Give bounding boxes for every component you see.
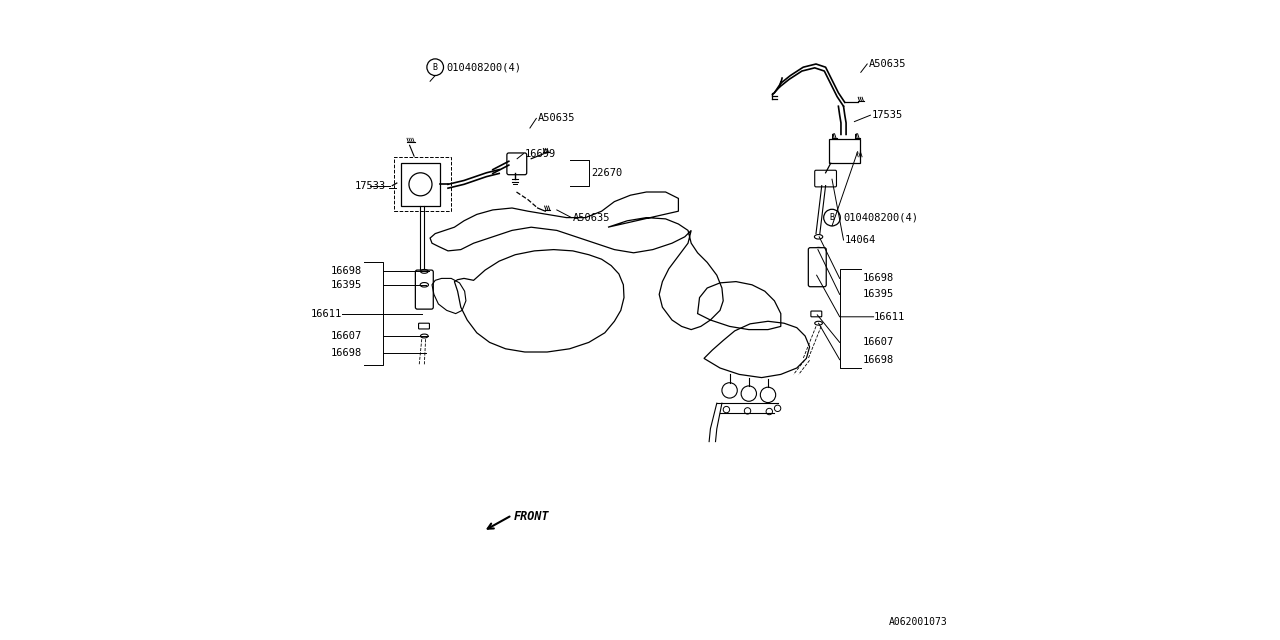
Text: A50635: A50635 [538, 113, 575, 124]
Text: 16607: 16607 [330, 331, 362, 341]
Text: B: B [829, 213, 835, 222]
Circle shape [765, 408, 773, 415]
Text: 16395: 16395 [863, 289, 893, 300]
Circle shape [723, 406, 730, 413]
FancyBboxPatch shape [415, 270, 433, 309]
Text: FRONT: FRONT [513, 510, 549, 523]
Text: 010408200(4): 010408200(4) [447, 62, 521, 72]
Text: 16611: 16611 [311, 308, 343, 319]
Text: 16698: 16698 [330, 348, 362, 358]
Text: 16698: 16698 [863, 355, 893, 365]
Text: 16611: 16611 [874, 312, 905, 322]
FancyBboxPatch shape [507, 153, 527, 175]
Text: 16698: 16698 [863, 273, 893, 284]
FancyBboxPatch shape [394, 157, 452, 211]
Text: A062001073: A062001073 [888, 617, 947, 627]
FancyBboxPatch shape [815, 170, 837, 187]
FancyBboxPatch shape [809, 248, 827, 287]
Circle shape [745, 408, 751, 414]
Text: 16607: 16607 [863, 337, 893, 348]
FancyBboxPatch shape [829, 139, 860, 163]
Text: 16395: 16395 [330, 280, 362, 290]
Text: B: B [433, 63, 438, 72]
Circle shape [774, 405, 781, 412]
Text: 010408200(4): 010408200(4) [844, 212, 918, 223]
Text: 22670: 22670 [591, 168, 622, 178]
Text: 14064: 14064 [845, 235, 876, 245]
Text: A50635: A50635 [573, 212, 611, 223]
Text: 17535: 17535 [872, 110, 902, 120]
Text: 16699: 16699 [525, 148, 556, 159]
FancyBboxPatch shape [812, 311, 822, 317]
FancyBboxPatch shape [402, 163, 440, 206]
Text: 17533: 17533 [356, 180, 387, 191]
FancyBboxPatch shape [419, 323, 430, 329]
Text: A50635: A50635 [869, 59, 906, 69]
Text: 16698: 16698 [330, 266, 362, 276]
